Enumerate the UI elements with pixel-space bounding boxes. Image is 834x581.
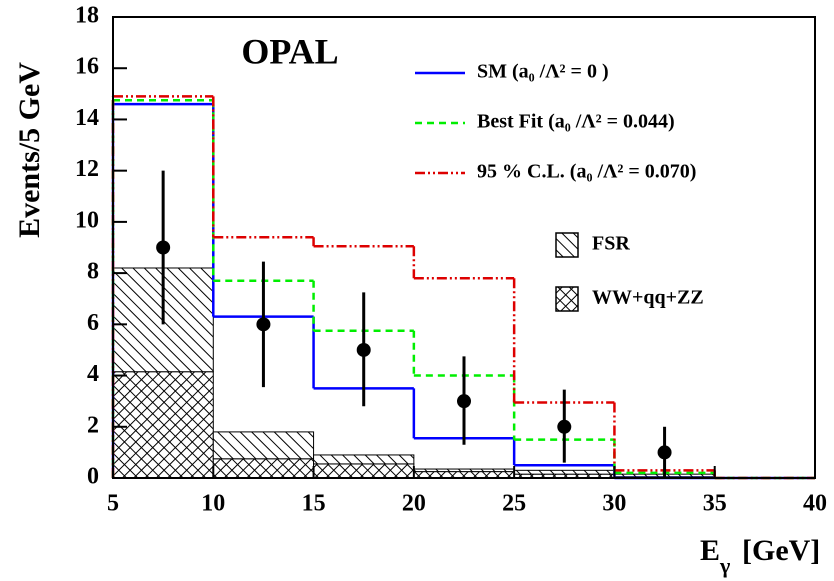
y-tick-label: 10: [75, 207, 99, 233]
plot-frame: [112, 16, 816, 479]
stack-bar: [413, 468, 515, 473]
legend-swatch: [555, 232, 579, 258]
y-tick-label: 8: [87, 259, 99, 285]
stack-bar: [112, 371, 214, 479]
stack-bar: [513, 469, 615, 475]
stack-bar: [212, 458, 315, 479]
y-tick-label: 0: [87, 464, 99, 490]
x-tick-label: 10: [201, 491, 225, 517]
y-tick-label: 4: [87, 361, 99, 387]
x-tick-label: 35: [703, 491, 727, 517]
data-point: [657, 445, 672, 460]
y-tick-label: 14: [75, 105, 99, 131]
legend-swatch: [555, 286, 579, 312]
stack-bar: [313, 463, 415, 479]
y-tick-label: 16: [75, 54, 99, 80]
legend-label: SM (a₀ /Λ² = 0 ): [477, 61, 609, 83]
y-tick-label: 2: [87, 412, 99, 438]
stack-bar: [313, 454, 415, 465]
legend-label: Best Fit (a₀ /Λ² = 0.044): [477, 111, 675, 133]
y-tick-label: 6: [87, 310, 99, 336]
data-point: [557, 419, 572, 434]
y-tick-label: 12: [75, 156, 99, 182]
x-tick-label: 5: [107, 491, 119, 517]
x-tick-label: 30: [602, 491, 626, 517]
legend-label: 95 % C.L. (a₀ /Λ² = 0.070): [477, 161, 696, 183]
data-point: [256, 317, 271, 332]
x-axis-label-unit: [GeV]: [742, 534, 820, 567]
legend-label: FSR: [592, 233, 630, 255]
data-point: [356, 342, 371, 357]
x-axis-label-subscript: γ: [719, 553, 730, 578]
y-tick-label: 18: [75, 3, 99, 29]
legend-label: WW+qq+ZZ: [592, 287, 704, 309]
x-tick-label: 20: [402, 491, 426, 517]
plot-area: [111, 95, 815, 480]
data-point: [457, 394, 471, 409]
x-tick-label: 40: [803, 491, 827, 517]
x-axis-label: E: [700, 534, 720, 567]
x-tick-label: 15: [302, 491, 326, 517]
data-point: [156, 240, 171, 255]
annotation: OPAL: [241, 31, 338, 71]
y-axis-label: Events/5 GeV: [13, 62, 46, 238]
x-tick-label: 25: [502, 491, 526, 517]
stack-bar: [212, 431, 315, 460]
